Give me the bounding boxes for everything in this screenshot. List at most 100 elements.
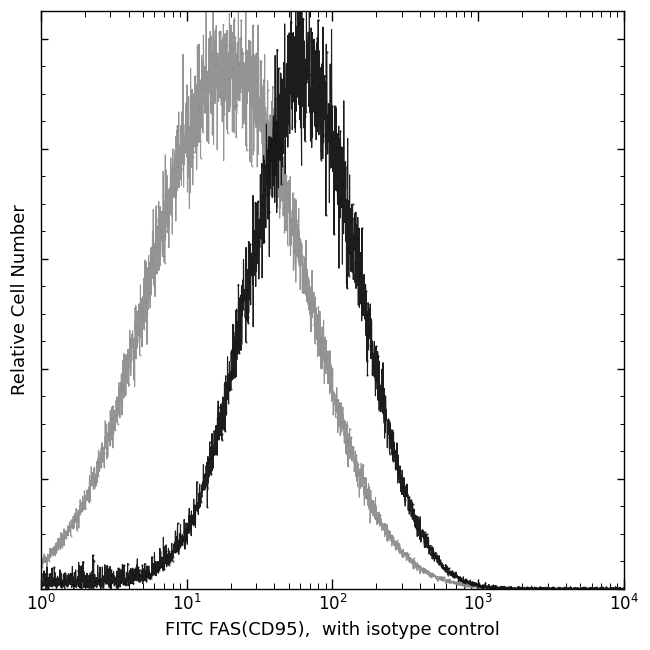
Point (582, 583, 593, 593)
Point (539, 584, 549, 594)
Point (348, 452, 358, 463)
Point (473, 578, 483, 589)
Point (369, 502, 379, 513)
Point (171, 140, 181, 151)
Point (185, 511, 196, 521)
Point (543, 583, 553, 593)
Point (272, 202, 282, 212)
Point (36, 580, 46, 591)
Point (469, 581, 480, 592)
Point (188, 517, 198, 527)
Point (540, 584, 551, 594)
Point (281, 107, 291, 118)
Point (263, 84, 273, 95)
Point (339, 436, 350, 447)
Point (284, 28, 294, 38)
Point (441, 576, 452, 586)
Point (448, 577, 459, 588)
Point (411, 561, 421, 571)
Point (390, 540, 400, 550)
Point (384, 432, 395, 442)
Point (424, 545, 434, 555)
Point (195, 115, 205, 125)
Point (580, 584, 591, 594)
Point (177, 150, 188, 161)
Point (575, 582, 586, 593)
Point (478, 582, 488, 593)
Point (338, 421, 348, 432)
Point (349, 456, 359, 467)
Point (88, 550, 98, 560)
Point (37, 579, 47, 590)
Point (488, 581, 498, 592)
Point (387, 531, 397, 541)
Point (352, 469, 363, 479)
Point (443, 574, 454, 584)
Point (375, 397, 385, 408)
Point (352, 457, 363, 467)
Point (346, 455, 357, 465)
Point (84, 576, 94, 586)
Point (565, 584, 575, 594)
Point (192, 101, 203, 112)
Point (252, 90, 262, 100)
Point (528, 584, 538, 594)
Point (453, 578, 463, 589)
Point (440, 563, 450, 573)
Point (292, 215, 302, 226)
Point (465, 579, 475, 590)
Point (173, 541, 183, 552)
Point (170, 547, 180, 558)
Point (454, 573, 465, 583)
Point (111, 410, 121, 420)
Point (133, 569, 144, 579)
Point (533, 584, 543, 594)
Point (337, 177, 347, 187)
Point (241, 145, 252, 155)
Point (460, 577, 470, 587)
Point (594, 583, 604, 593)
Point (353, 468, 363, 478)
Point (333, 128, 343, 138)
Point (262, 189, 272, 200)
Point (157, 558, 168, 568)
Point (257, 159, 267, 170)
Point (68, 580, 78, 591)
Point (596, 582, 606, 593)
Point (559, 582, 569, 593)
Point (146, 567, 157, 578)
Point (498, 582, 508, 592)
Point (335, 200, 346, 211)
Point (548, 582, 558, 593)
Point (182, 151, 192, 162)
Point (161, 213, 172, 224)
Point (281, 189, 292, 200)
Point (551, 584, 561, 594)
Point (60, 577, 70, 588)
Point (122, 558, 133, 569)
Point (214, 27, 224, 37)
Point (285, 17, 296, 27)
Point (588, 584, 599, 594)
Point (334, 421, 345, 431)
Point (156, 232, 166, 242)
Point (363, 320, 374, 331)
Point (454, 571, 464, 582)
Point (36, 579, 47, 590)
Point (554, 582, 564, 592)
Point (75, 509, 85, 519)
Point (401, 486, 411, 497)
Point (378, 519, 389, 529)
Point (254, 101, 264, 111)
Point (229, 101, 240, 111)
Point (615, 582, 625, 593)
Point (567, 584, 578, 594)
Point (255, 199, 266, 209)
Point (59, 533, 70, 543)
Point (311, 107, 321, 117)
Point (278, 203, 288, 214)
Point (456, 573, 466, 584)
Point (255, 55, 266, 66)
Point (315, 334, 326, 345)
Point (242, 47, 253, 58)
